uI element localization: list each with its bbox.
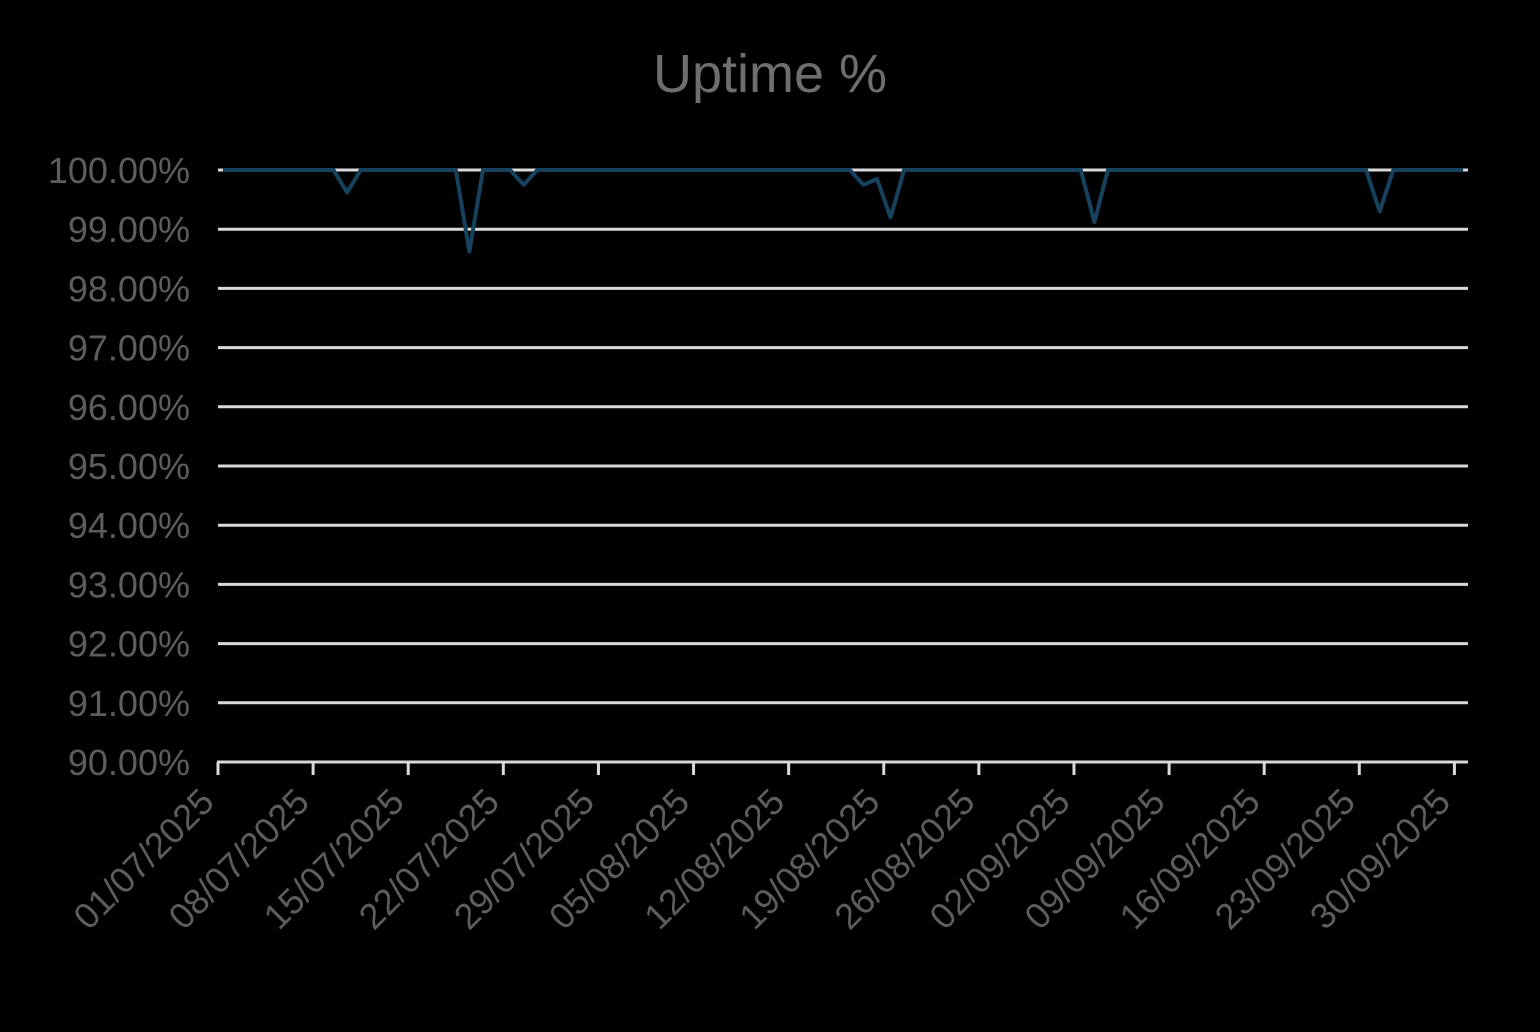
uptime-series-line: [222, 168, 1464, 254]
y-tick-label: 98.00%: [68, 268, 190, 309]
x-axis-labels: 01/07/202508/07/202515/07/202522/07/2025…: [65, 781, 1458, 937]
x-axis: [216, 760, 1468, 775]
chart-title: Uptime %: [653, 44, 887, 104]
y-tick-label: 90.00%: [68, 742, 190, 783]
y-tick-label: 91.00%: [68, 683, 190, 724]
y-tick-label: 100.00%: [48, 150, 190, 191]
y-tick-label: 92.00%: [68, 624, 190, 665]
y-tick-label: 95.00%: [68, 446, 190, 487]
y-tick-label: 96.00%: [68, 387, 190, 428]
y-axis-labels: 100.00% 99.00% 98.00% 97.00% 96.00% 95.00% 94.…: [48, 150, 190, 783]
y-tick-label: 97.00%: [68, 328, 190, 369]
y-tick-label: 94.00%: [68, 505, 190, 546]
series-line: [222, 168, 1464, 254]
y-tick-label: 93.00%: [68, 564, 190, 605]
gridlines: [218, 168, 1468, 764]
y-tick-label: 99.00%: [68, 209, 190, 250]
